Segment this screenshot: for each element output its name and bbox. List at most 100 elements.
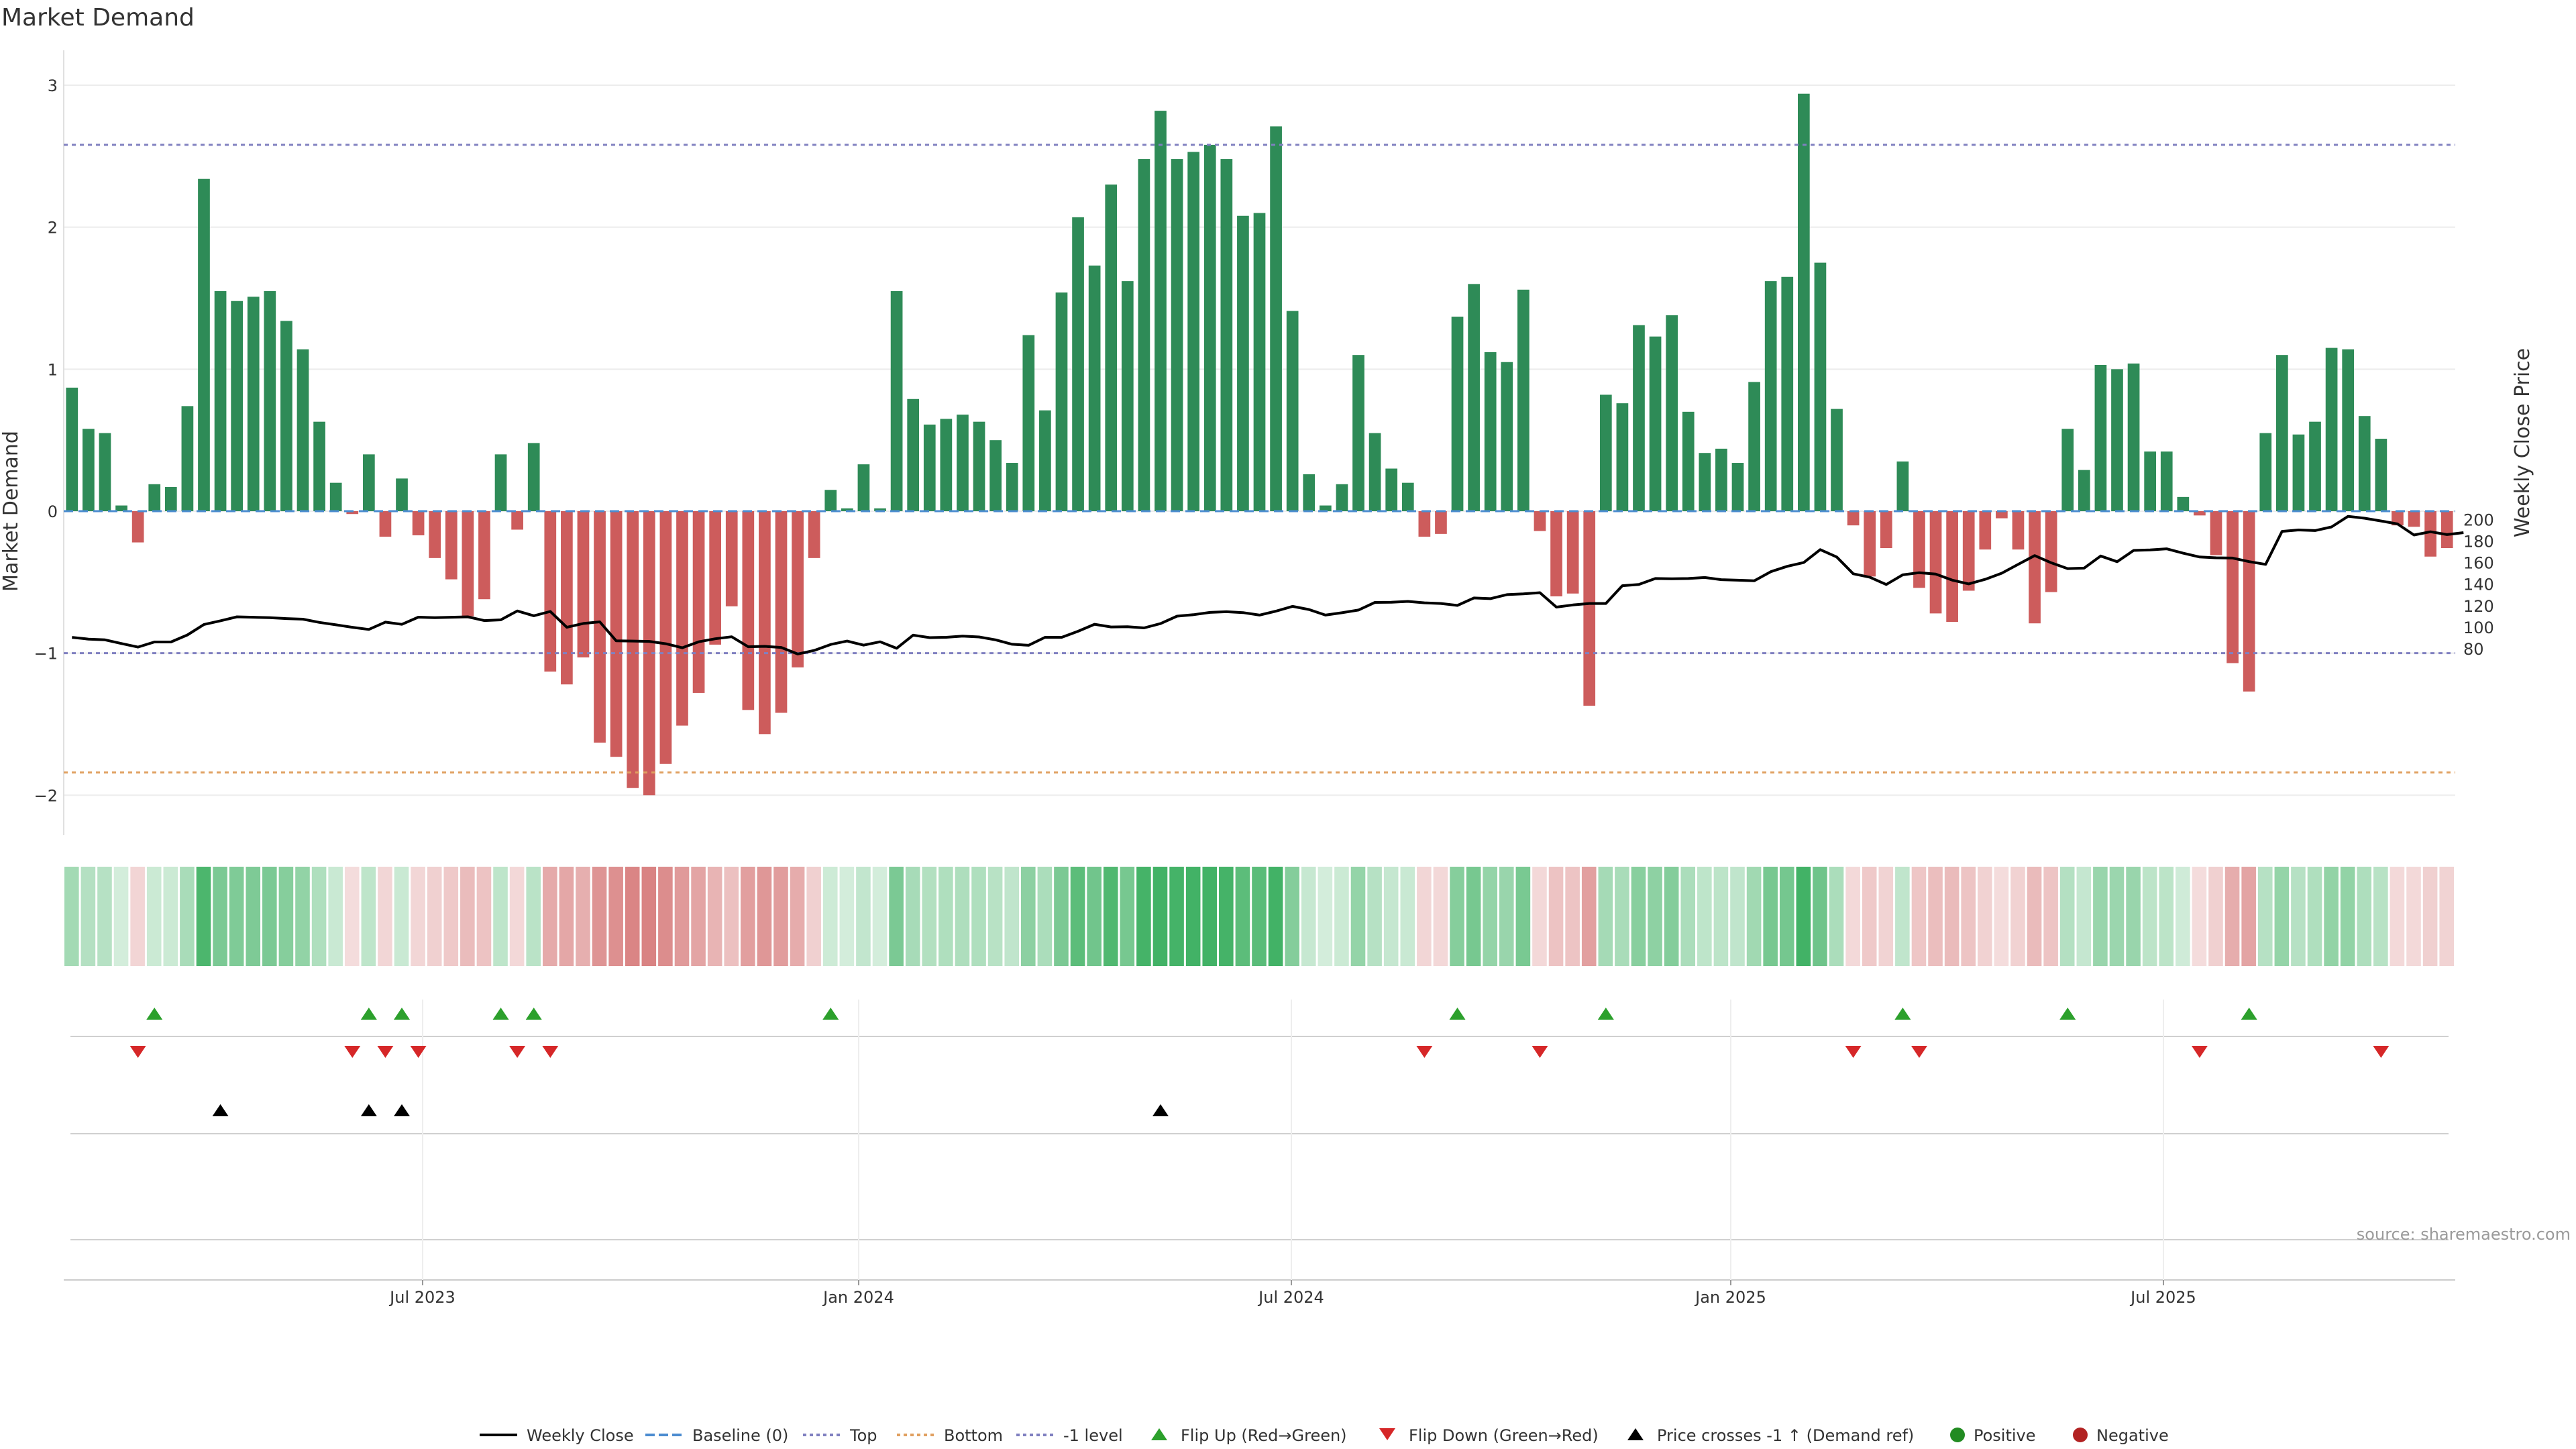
demand-bar (1055, 292, 1068, 511)
demand-bar (1336, 484, 1348, 511)
heat-cell (2324, 867, 2339, 966)
demand-bar (561, 511, 573, 685)
demand-bar (1121, 281, 1134, 511)
heat-cell (427, 867, 442, 966)
flip-down-marker (1911, 1046, 1927, 1058)
heat-cell (2357, 867, 2372, 966)
demand-bars (66, 93, 2453, 796)
demand-bar (2408, 511, 2420, 527)
demand-heat-strip (64, 867, 2454, 966)
demand-bar (264, 290, 276, 511)
flip-down-marker (2373, 1046, 2390, 1058)
x-tick-label: Jul 2025 (2129, 1288, 2196, 1307)
heat-cell (1466, 867, 1481, 966)
demand-bar (1385, 468, 1398, 511)
heat-cell (1252, 867, 1267, 966)
heat-cell (757, 867, 772, 966)
heat-cell (64, 867, 79, 966)
demand-bar (1764, 281, 1777, 511)
demand-bar (1599, 394, 1612, 511)
demand-bar (1979, 511, 1992, 550)
demand-bar (1880, 511, 1892, 549)
demand-bar (2325, 347, 2338, 511)
heat-cell (311, 867, 327, 966)
heat-cell (2439, 867, 2454, 966)
heat-cell (1499, 867, 1514, 966)
cross-marker (394, 1104, 411, 1116)
heat-cell (790, 867, 805, 966)
demand-bar (231, 301, 244, 511)
flip-down-marker (377, 1046, 394, 1058)
demand-bar (131, 511, 144, 543)
heat-cell (394, 867, 409, 966)
heat-cell (1829, 867, 1844, 966)
demand-bar (362, 454, 375, 511)
demand-bar (462, 511, 474, 616)
heat-cell (741, 867, 755, 966)
heat-cell (1202, 867, 1218, 966)
heat-cell (1400, 867, 1415, 966)
x-tick-label: Jan 2025 (1694, 1288, 1766, 1307)
heat-cell (2043, 867, 2058, 966)
demand-bar (2078, 470, 2090, 511)
flip-up-marker (822, 1008, 839, 1020)
demand-bar (874, 508, 886, 511)
heat-cell (1185, 867, 1201, 966)
demand-bar (1814, 262, 1827, 511)
demand-bar (1401, 482, 1414, 511)
legend-label: Price crosses -1 ↑ (Demand ref) (1657, 1426, 1914, 1445)
heat-cell (278, 867, 294, 966)
flip-down-marker (2191, 1046, 2208, 1058)
demand-bar (1913, 511, 1925, 588)
heat-cell (1301, 867, 1316, 966)
heat-cell (2291, 867, 2306, 966)
heat-cell (1680, 867, 1696, 966)
heat-cell (2422, 867, 2438, 966)
legend-dot-swatch (2073, 1428, 2088, 1442)
demand-bar (824, 490, 837, 511)
demand-bar (1237, 215, 1249, 511)
heat-cell (2126, 867, 2141, 966)
demand-bar (610, 511, 623, 757)
heat-cell (1845, 867, 1860, 966)
demand-bar (2061, 429, 2074, 511)
flip-down-marker (542, 1046, 559, 1058)
demand-bar (2275, 355, 2288, 511)
demand-bar (2243, 511, 2255, 692)
heat-cell (889, 867, 904, 966)
heat-cell (1895, 867, 1910, 966)
flip-down-marker (344, 1046, 361, 1058)
heat-cell (1120, 867, 1135, 966)
heat-cell (2274, 867, 2290, 966)
demand-bar (792, 511, 804, 667)
demand-bar (83, 429, 95, 511)
flip-up-marker (2241, 1008, 2257, 1020)
flip-up-marker (360, 1008, 377, 1020)
demand-bar (1831, 409, 1843, 511)
heat-cell (262, 867, 277, 966)
demand-bar (1155, 111, 1167, 512)
demand-bar (643, 511, 655, 796)
demand-bar (1303, 474, 1316, 511)
heat-cell (2390, 867, 2405, 966)
legend-up-swatch (1151, 1428, 1167, 1440)
demand-bar (676, 511, 688, 726)
heat-cell (2010, 867, 2025, 966)
heat-cell (658, 867, 673, 966)
heat-cell (971, 867, 986, 966)
heat-cell (1631, 867, 1646, 966)
y2-tick-label: 120 (2463, 597, 2494, 616)
heat-cell (229, 867, 244, 966)
heat-cell (2257, 867, 2273, 966)
demand-bar (1781, 276, 1794, 511)
y-axis-ticks: 3 2 1 0 −1 −2 (34, 76, 58, 805)
demand-bar (2144, 451, 2157, 511)
heat-cell (476, 867, 492, 966)
demand-bar (1253, 213, 1266, 511)
demand-bar (1715, 448, 1727, 511)
heat-cell (80, 867, 96, 966)
heat-cell (2159, 867, 2174, 966)
demand-bar (379, 511, 392, 537)
y-axis-label: Market Demand (0, 431, 23, 592)
flip-down-marker (1532, 1046, 1548, 1058)
